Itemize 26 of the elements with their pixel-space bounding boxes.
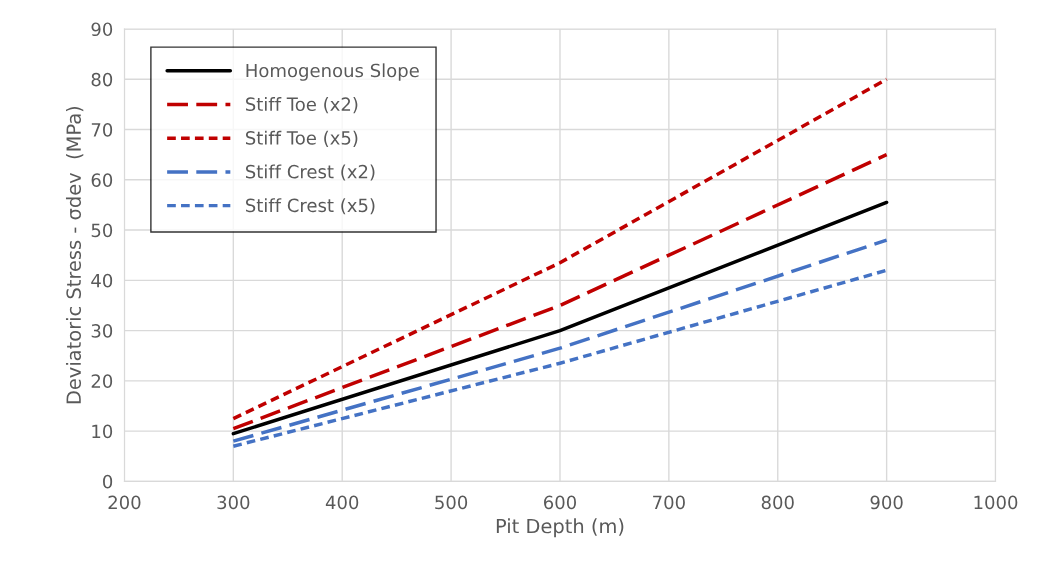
- legend-label: Stiff Crest (x2): [245, 164, 375, 181]
- x-tick-label: 1000: [974, 495, 1018, 510]
- y-tick-label: 0: [103, 474, 113, 489]
- x-tick-label: 400: [325, 495, 359, 510]
- legend-label: Homogenous Slope: [246, 63, 419, 81]
- x-axis-title: Pit Depth (m): [496, 518, 624, 538]
- x-tick-label: 300: [217, 495, 250, 510]
- x-tick-label: 200: [108, 495, 141, 510]
- y-tick-label: 90: [91, 22, 113, 37]
- y-tick-label: 50: [91, 223, 113, 238]
- x-tick-label: 900: [870, 495, 903, 510]
- y-tick-label: 70: [91, 122, 113, 137]
- y-tick-label: 60: [91, 173, 113, 187]
- y-tick-label: 40: [91, 273, 113, 288]
- x-tick-label: 600: [544, 495, 577, 510]
- x-tick-label: 500: [435, 495, 468, 510]
- y-tick-label: 80: [91, 72, 113, 87]
- y-tick-label: 20: [91, 374, 113, 388]
- legend-label: Stiff Crest (x5): [245, 198, 375, 215]
- legend-label: Stiff Toe (x5): [245, 130, 358, 147]
- legend-label: Stiff Toe (x2): [245, 97, 358, 114]
- y-tick-label: 10: [92, 424, 113, 439]
- y-axis-title: Deviatoric Stress - σdev (MPa): [65, 106, 84, 404]
- x-tick-label: 700: [653, 495, 685, 510]
- y-tick-label: 30: [91, 324, 113, 338]
- x-tick-label: 800: [761, 495, 794, 510]
